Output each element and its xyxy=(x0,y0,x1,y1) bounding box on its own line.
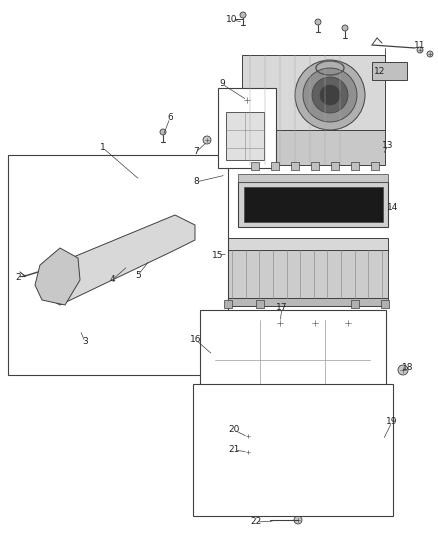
Circle shape xyxy=(244,432,252,440)
Text: 16: 16 xyxy=(190,335,202,344)
Circle shape xyxy=(310,318,320,328)
Ellipse shape xyxy=(217,392,239,408)
Bar xyxy=(8,155,228,375)
Polygon shape xyxy=(225,298,388,306)
Bar xyxy=(291,162,299,170)
Text: 1: 1 xyxy=(100,143,106,152)
Ellipse shape xyxy=(303,68,357,122)
Bar xyxy=(350,418,360,430)
Ellipse shape xyxy=(174,206,190,226)
Polygon shape xyxy=(245,393,385,495)
Bar xyxy=(256,300,264,308)
Bar xyxy=(372,62,407,80)
Polygon shape xyxy=(215,320,370,420)
Circle shape xyxy=(342,25,348,31)
Text: 13: 13 xyxy=(382,141,394,149)
Ellipse shape xyxy=(43,276,67,294)
Circle shape xyxy=(230,335,240,345)
Polygon shape xyxy=(238,174,388,182)
Bar xyxy=(381,300,389,308)
Polygon shape xyxy=(242,130,385,165)
Text: 17: 17 xyxy=(276,303,288,312)
Bar xyxy=(193,384,393,516)
Circle shape xyxy=(146,254,154,262)
Text: 15: 15 xyxy=(212,251,224,260)
Bar xyxy=(311,162,319,170)
Bar xyxy=(224,300,232,308)
Circle shape xyxy=(240,12,246,18)
Circle shape xyxy=(427,51,433,57)
Ellipse shape xyxy=(312,77,348,113)
Text: 5: 5 xyxy=(135,271,141,279)
Bar xyxy=(226,112,264,160)
Polygon shape xyxy=(244,187,383,222)
Ellipse shape xyxy=(320,85,340,105)
Circle shape xyxy=(244,448,252,456)
Circle shape xyxy=(242,95,252,105)
Text: 20: 20 xyxy=(228,425,240,434)
Circle shape xyxy=(124,261,132,269)
Bar xyxy=(218,88,276,168)
Ellipse shape xyxy=(277,394,333,450)
Circle shape xyxy=(294,516,302,524)
Bar xyxy=(250,418,260,430)
Ellipse shape xyxy=(54,321,90,335)
Bar xyxy=(331,162,339,170)
Bar xyxy=(200,310,386,440)
Ellipse shape xyxy=(295,60,365,130)
Ellipse shape xyxy=(164,194,200,238)
Circle shape xyxy=(329,389,341,401)
Circle shape xyxy=(315,19,321,25)
Text: 10: 10 xyxy=(226,15,238,25)
Ellipse shape xyxy=(283,400,327,444)
Ellipse shape xyxy=(169,200,195,232)
Circle shape xyxy=(160,129,166,135)
Circle shape xyxy=(343,318,353,328)
Text: 3: 3 xyxy=(82,337,88,346)
Circle shape xyxy=(203,136,211,144)
Text: 12: 12 xyxy=(374,68,386,77)
Bar xyxy=(220,418,230,430)
Text: 4: 4 xyxy=(109,276,115,285)
Text: 21: 21 xyxy=(228,446,240,455)
Text: 9: 9 xyxy=(219,79,225,88)
Text: 11: 11 xyxy=(414,41,426,50)
Circle shape xyxy=(275,318,285,328)
Text: 6: 6 xyxy=(167,114,173,123)
Polygon shape xyxy=(35,248,80,305)
Text: 18: 18 xyxy=(402,364,414,373)
Polygon shape xyxy=(260,430,385,510)
Bar xyxy=(371,162,379,170)
Polygon shape xyxy=(225,250,388,298)
Bar xyxy=(271,162,279,170)
Ellipse shape xyxy=(296,413,314,431)
Polygon shape xyxy=(225,238,388,250)
Text: 19: 19 xyxy=(386,417,398,426)
Ellipse shape xyxy=(220,395,236,405)
Text: 7: 7 xyxy=(193,148,199,157)
Circle shape xyxy=(398,365,408,375)
Polygon shape xyxy=(242,55,385,130)
Bar xyxy=(351,162,359,170)
Text: 14: 14 xyxy=(387,204,399,213)
Text: 8: 8 xyxy=(193,177,199,187)
Circle shape xyxy=(286,389,298,401)
Ellipse shape xyxy=(290,407,320,437)
Circle shape xyxy=(345,335,355,345)
Ellipse shape xyxy=(47,318,97,338)
Circle shape xyxy=(417,47,423,53)
Text: 2: 2 xyxy=(15,273,21,282)
Bar xyxy=(315,418,325,430)
Polygon shape xyxy=(238,182,388,227)
Bar xyxy=(251,162,259,170)
Text: 22: 22 xyxy=(251,518,261,527)
Bar xyxy=(351,300,359,308)
Polygon shape xyxy=(42,215,195,305)
